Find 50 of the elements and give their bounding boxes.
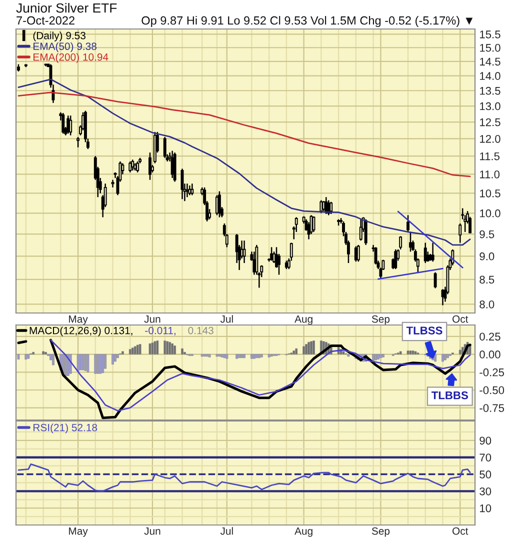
y-tick-label: 10.0 bbox=[480, 209, 500, 218]
y-tick-label: 14.0 bbox=[480, 72, 500, 80]
y-tick-label: 11.5 bbox=[480, 152, 500, 160]
legend-label: (Daily) 9.53 bbox=[33, 32, 86, 42]
y-tick-label: 11.0 bbox=[480, 170, 500, 178]
x-tick-label: Aug bbox=[294, 527, 312, 537]
y-tick-label: -0.75 bbox=[480, 404, 504, 412]
y-tick-label: 15.0 bbox=[480, 44, 500, 52]
legend-label: EMA(50) 9.38 bbox=[34, 42, 96, 52]
y-tick-label: 15.5 bbox=[480, 30, 500, 38]
x-tick-label: Oct bbox=[452, 527, 468, 535]
y-tick-label: 13.5 bbox=[480, 86, 500, 95]
y-tick-label: 13.0 bbox=[480, 102, 500, 110]
x-tick-label: Jun bbox=[144, 315, 160, 323]
y-tick-label: 10.5 bbox=[480, 189, 500, 198]
x-tick-label: May bbox=[69, 315, 88, 325]
y-tick-label: 8.0 bbox=[480, 300, 494, 308]
y-tick-label: 12.5 bbox=[480, 118, 500, 126]
y-tick-label: 50 bbox=[480, 470, 492, 478]
x-tick-label: Oct bbox=[452, 315, 468, 323]
y-tick-label: 90 bbox=[480, 436, 492, 445]
x-tick-label: Jun bbox=[144, 527, 160, 535]
text: -0.011, bbox=[145, 326, 176, 336]
x-tick-label: Aug bbox=[294, 315, 312, 325]
y-tick-label: 30 bbox=[480, 487, 492, 496]
y-tick-label: -0.50 bbox=[480, 386, 504, 394]
y-tick-label: 8.5 bbox=[480, 276, 494, 284]
chart-subtitle: 7-Oct-2022 bbox=[16, 16, 74, 25]
y-tick-label: 0.00 bbox=[480, 350, 500, 358]
x-tick-label: Sep bbox=[372, 527, 390, 537]
chart-title: Junior Silver ETF bbox=[16, 3, 117, 13]
y-tick-label: 12.0 bbox=[480, 134, 500, 143]
x-tick-label: Sep bbox=[372, 315, 390, 325]
legend-label: MACD(12,26,9) 0.131, bbox=[30, 326, 132, 336]
legend-label: EMA(200) 10.94 bbox=[34, 53, 108, 63]
y-tick-label: 14.5 bbox=[480, 58, 500, 66]
y-tick-label: 0.25 bbox=[480, 332, 500, 341]
legend-label: RSI(21) 52.18 bbox=[34, 424, 98, 434]
y-tick-label: 9.0 bbox=[480, 252, 494, 260]
y-tick-label: 70 bbox=[480, 454, 492, 462]
y-tick-label: 9.5 bbox=[480, 230, 494, 238]
y-tick-label: 10 bbox=[480, 504, 492, 512]
y-tick-label: -0.25 bbox=[480, 368, 504, 376]
series-label: 0.143 bbox=[188, 326, 214, 334]
annotation: TLBBS bbox=[432, 391, 468, 400]
text: Op 9.87 Hi 9.91 Lo 9.52 Cl 9.53 Vol 1.5M Chg -0.52 (-5.17%) ▼ bbox=[142, 16, 473, 28]
x-tick-label: May bbox=[69, 527, 88, 537]
x-tick-label: Jul bbox=[220, 527, 233, 535]
annotation: TLBSS bbox=[406, 326, 442, 334]
x-tick-label: Jul bbox=[220, 315, 233, 323]
